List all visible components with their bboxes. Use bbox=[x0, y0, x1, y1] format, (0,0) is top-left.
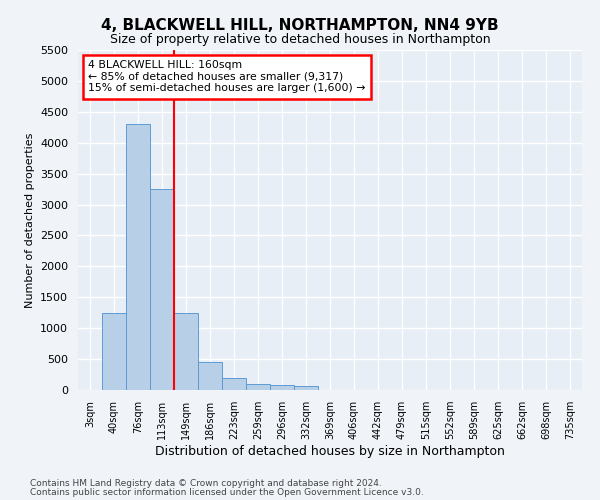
Bar bbox=[126, 124, 150, 390]
Bar bbox=[102, 312, 126, 390]
Bar bbox=[174, 312, 198, 390]
Text: Contains HM Land Registry data © Crown copyright and database right 2024.: Contains HM Land Registry data © Crown c… bbox=[30, 479, 382, 488]
Bar bbox=[150, 189, 174, 390]
Bar bbox=[294, 386, 318, 390]
Bar bbox=[198, 362, 222, 390]
Text: Contains public sector information licensed under the Open Government Licence v3: Contains public sector information licen… bbox=[30, 488, 424, 497]
Text: 4, BLACKWELL HILL, NORTHAMPTON, NN4 9YB: 4, BLACKWELL HILL, NORTHAMPTON, NN4 9YB bbox=[101, 18, 499, 32]
Bar bbox=[246, 384, 270, 390]
Text: 4 BLACKWELL HILL: 160sqm
← 85% of detached houses are smaller (9,317)
15% of sem: 4 BLACKWELL HILL: 160sqm ← 85% of detach… bbox=[88, 60, 365, 94]
Text: Size of property relative to detached houses in Northampton: Size of property relative to detached ho… bbox=[110, 32, 490, 46]
Y-axis label: Number of detached properties: Number of detached properties bbox=[25, 132, 35, 308]
Bar bbox=[222, 378, 246, 390]
Bar bbox=[270, 385, 294, 390]
X-axis label: Distribution of detached houses by size in Northampton: Distribution of detached houses by size … bbox=[155, 445, 505, 458]
